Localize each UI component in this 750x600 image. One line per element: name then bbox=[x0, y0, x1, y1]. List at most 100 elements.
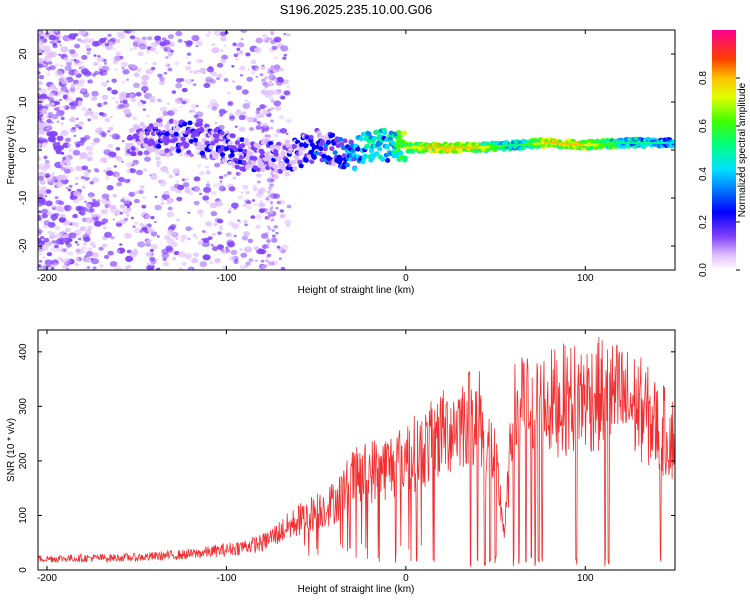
spectrogram-noise-blob bbox=[38, 31, 42, 35]
spectrogram-noise-blob bbox=[247, 116, 255, 123]
spectrogram-noise-blob bbox=[74, 240, 78, 244]
spectrogram-noise-blob bbox=[169, 146, 176, 151]
spectrogram-noise-blob bbox=[267, 260, 271, 264]
spectrogram-ridge-blob bbox=[409, 149, 416, 154]
spectrogram-noise-blob bbox=[268, 134, 272, 138]
spectrogram-noise-blob bbox=[240, 30, 248, 33]
spectrogram-noise-blob bbox=[129, 48, 134, 51]
spectrogram-noise-blob bbox=[45, 175, 49, 179]
spectrogram-noise-blob bbox=[38, 124, 44, 131]
spectrogram-noise-blob bbox=[184, 253, 192, 260]
spectrogram-noise-blob bbox=[271, 45, 278, 50]
spectrogram-noise-blob bbox=[59, 174, 68, 181]
spectrogram-noise-blob bbox=[54, 181, 64, 188]
spectrogram-noise-blob bbox=[90, 96, 98, 101]
spectrogram-noise-blob bbox=[271, 234, 276, 238]
spectrogram-noise-blob bbox=[60, 77, 67, 83]
spectrogram-noise-blob bbox=[107, 143, 113, 149]
spectrogram-noise-blob bbox=[150, 174, 158, 181]
spectrogram-noise-blob bbox=[50, 84, 55, 88]
spectrogram-noise-blob bbox=[181, 100, 187, 105]
spectrogram-noise-blob bbox=[69, 49, 76, 55]
spectrogram-noise-blob bbox=[146, 262, 151, 266]
spectrogram-noise-blob bbox=[279, 213, 286, 219]
spectrogram-noise-blob bbox=[66, 179, 70, 182]
spectrogram-noise-blob bbox=[164, 48, 168, 51]
spectrogram-noise-blob bbox=[141, 226, 148, 231]
spectrogram-noise-blob bbox=[177, 38, 183, 43]
spectrogram-noise-blob bbox=[51, 172, 55, 175]
spectrogram-noise-blob bbox=[120, 91, 128, 97]
spectrogram-noise-blob bbox=[122, 69, 130, 75]
spectrogram-noise-blob bbox=[270, 66, 274, 70]
spectrogram-noise-blob bbox=[101, 193, 110, 200]
spectrogram-noise-blob bbox=[68, 33, 77, 40]
spectrogram-noise-blob bbox=[106, 167, 112, 171]
spectrogram-noise-blob bbox=[150, 244, 158, 250]
snr-panel: -200 -100 0 100 0 100 200 300 400 Height of str… bbox=[6, 329, 676, 595]
spectrogram-noise-blob bbox=[237, 195, 244, 200]
spectrogram-noise-blob bbox=[143, 150, 150, 156]
spectrogram-ridge-blob bbox=[134, 124, 140, 130]
spectrogram-noise-blob bbox=[168, 174, 173, 179]
spectrogram-noise-blob bbox=[211, 106, 218, 111]
spectrogram-ridge-blob bbox=[329, 146, 335, 152]
spectrogram-ridge-blob bbox=[360, 159, 366, 165]
spectrogram-noise-blob bbox=[194, 236, 199, 239]
spectrogram-noise-blob bbox=[121, 80, 126, 84]
spectrogram-ridge-blob bbox=[303, 143, 309, 149]
spectrogram-noise-blob bbox=[265, 231, 269, 235]
spectrogram-ridge-blob bbox=[621, 145, 627, 149]
spectrogram-noise-blob bbox=[148, 95, 156, 102]
spectrogram-noise-blob bbox=[39, 260, 43, 263]
spectrogram-noise-blob bbox=[81, 246, 87, 251]
spectrogram-noise-blob bbox=[105, 203, 112, 208]
snr-y-tick-label: 300 bbox=[18, 398, 29, 415]
spectrogram-noise-blob bbox=[80, 137, 84, 140]
spectrogram-noise-blob bbox=[238, 126, 246, 132]
spectrogram-noise-blob bbox=[235, 85, 242, 91]
spectrogram-noise-blob bbox=[255, 214, 263, 220]
spectrogram-noise-blob bbox=[230, 249, 238, 255]
spectrogram-y-tick-label: 20 bbox=[18, 48, 29, 60]
spectrogram-noise-blob bbox=[83, 242, 87, 246]
spectrogram-noise-blob bbox=[92, 266, 98, 270]
spectrogram-ridge-blob bbox=[227, 160, 233, 166]
spectrogram-noise-blob bbox=[270, 126, 274, 130]
spectrogram-noise-blob bbox=[252, 184, 257, 188]
spectrogram-noise-blob bbox=[38, 231, 42, 236]
spectrogram-noise-blob bbox=[51, 240, 57, 244]
spectrogram-noise-blob bbox=[176, 196, 183, 202]
spectrogram-noise-blob bbox=[158, 179, 166, 185]
spectrogram-ridge-blob bbox=[137, 150, 143, 156]
spectrogram-noise-blob bbox=[202, 195, 210, 201]
spectrogram-x-tick-label: 100 bbox=[577, 273, 594, 284]
spectrogram-noise-blob bbox=[169, 49, 174, 54]
spectrogram-noise-blob bbox=[101, 209, 106, 214]
spectrogram-noise-blob bbox=[65, 96, 73, 103]
spectrogram-noise-blob bbox=[260, 65, 266, 70]
spectrogram-ylabel: Frequency (Hz) bbox=[6, 116, 17, 185]
spectrogram-ridge-blob bbox=[322, 146, 328, 152]
spectrogram-noise-blob bbox=[92, 201, 100, 208]
spectrogram-noise-blob bbox=[119, 243, 123, 246]
spectrogram-noise-blob bbox=[240, 191, 244, 194]
spectrogram-noise-blob bbox=[166, 201, 171, 205]
spectrogram-noise-blob bbox=[259, 73, 264, 77]
spectrogram-ridge-blob bbox=[414, 141, 420, 146]
spectrogram-noise-blob bbox=[73, 190, 81, 197]
spectrogram-noise-blob bbox=[205, 183, 211, 187]
spectrogram-ridge-blob bbox=[199, 151, 206, 156]
spectrogram-noise-blob bbox=[101, 133, 106, 138]
spectrogram-noise-blob bbox=[122, 196, 125, 199]
spectrogram-ridge-blob bbox=[284, 139, 290, 145]
spectrogram-ridge-blob bbox=[318, 134, 324, 140]
spectrogram-noise-blob bbox=[139, 38, 147, 45]
spectrogram-noise-blob bbox=[43, 237, 50, 243]
spectrogram-noise-blob bbox=[179, 153, 184, 157]
spectrogram-noise-blob bbox=[278, 199, 286, 205]
spectrogram-noise-blob bbox=[141, 74, 150, 81]
spectrogram-noise-blob bbox=[250, 215, 256, 219]
spectrogram-ridge-blob bbox=[457, 149, 463, 154]
spectrogram-noise-blob bbox=[167, 34, 174, 39]
